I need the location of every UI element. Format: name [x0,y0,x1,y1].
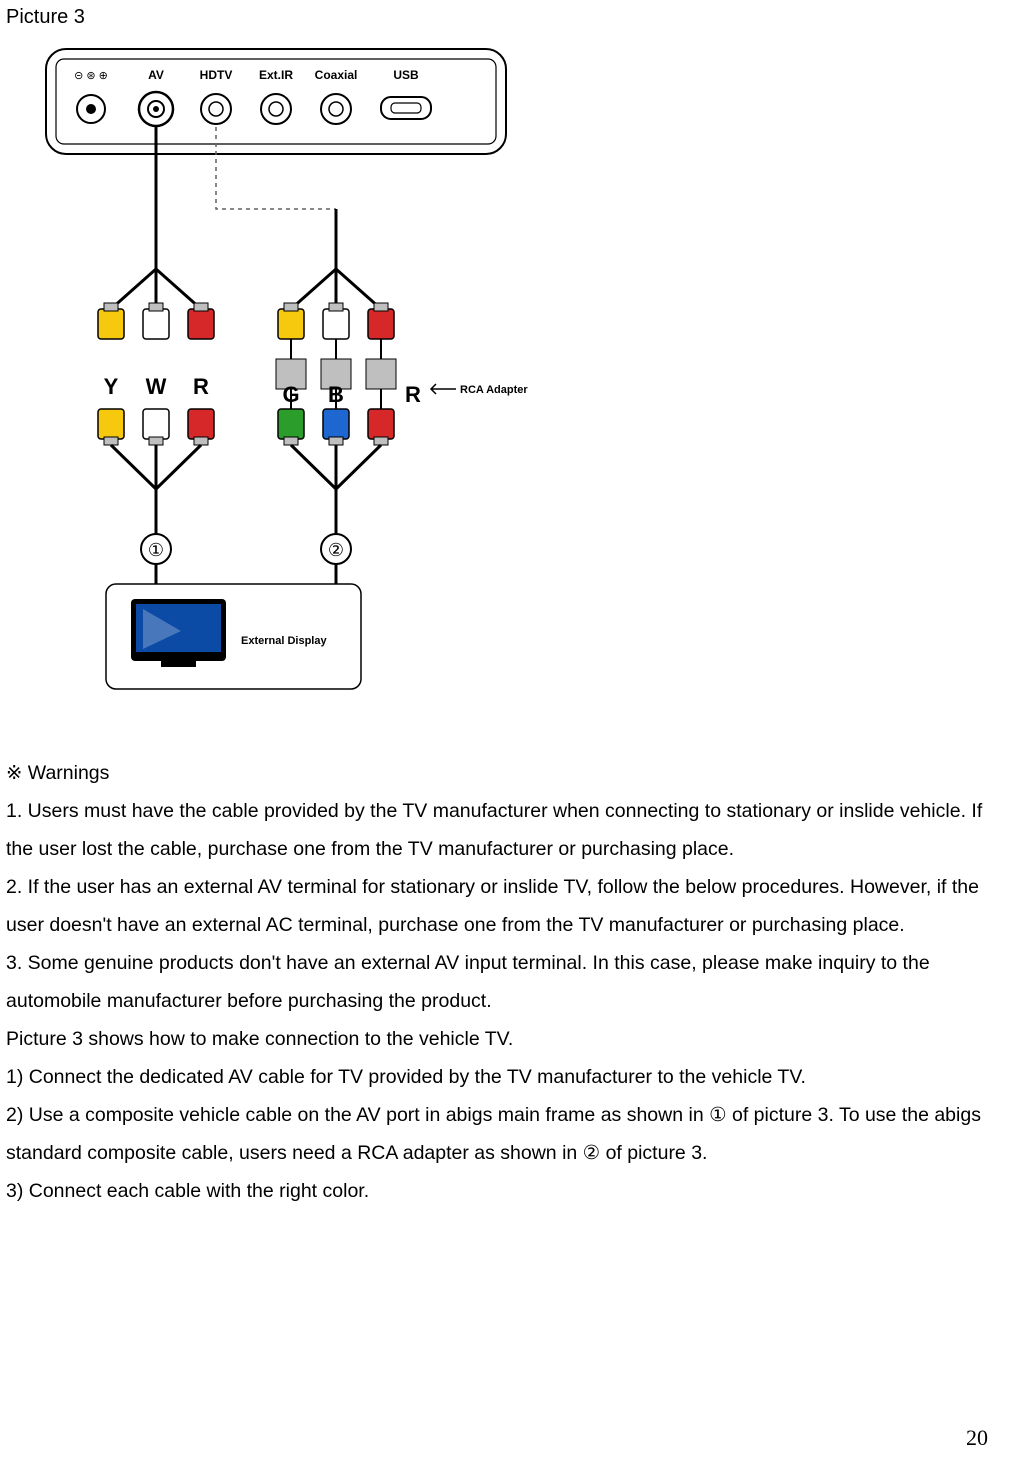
marker-2: ② [328,540,344,560]
page-number: 20 [966,1425,988,1451]
body-text: ※ Warnings 1. Users must have the cable … [6,754,992,1210]
group1-bottom-plugs [98,409,214,445]
group2-top-plugs [278,303,394,339]
warnings-heading: ※ Warnings [6,754,992,792]
paragraph-2: 2. If the user has an external AV termin… [6,868,992,944]
marker-1: ① [148,540,164,560]
rca-adapter-label: RCA Adapter [460,384,528,396]
port-label-extir: Ext.IR [259,68,293,82]
picture-caption: Picture 3 [6,6,992,29]
device-body: ⊝ ⊛ ⊕ AV HDTV Ext.IR Coaxial USB [46,49,506,154]
group2-label-r: R [405,382,421,407]
paragraph-5: 1) Connect the dedicated AV cable for TV… [6,1058,992,1096]
group1-label-y: Y [104,374,119,399]
connection-diagram: ⊝ ⊛ ⊕ AV HDTV Ext.IR Coaxial USB [36,39,992,714]
group1-label-w: W [146,374,167,399]
external-display: External Display [106,564,361,689]
group1-top-plugs [98,303,214,339]
paragraph-6: 2) Use a composite vehicle cable on the … [6,1096,992,1172]
port-label-hdtv: HDTV [200,68,233,82]
external-display-label: External Display [241,635,327,647]
paragraph-4: Picture 3 shows how to make connection t… [6,1020,992,1058]
paragraph-1: 1. Users must have the cable provided by… [6,792,992,868]
paragraph-3: 3. Some genuine products don't have an e… [6,944,992,1020]
port-label-usb: USB [393,68,419,82]
dc-symbols: ⊝ ⊛ ⊕ [74,70,108,82]
port-label-av: AV [148,68,164,82]
group1-label-r: R [193,374,209,399]
paragraph-7: 3) Connect each cable with the right col… [6,1172,992,1210]
port-label-coaxial: Coaxial [315,68,358,82]
